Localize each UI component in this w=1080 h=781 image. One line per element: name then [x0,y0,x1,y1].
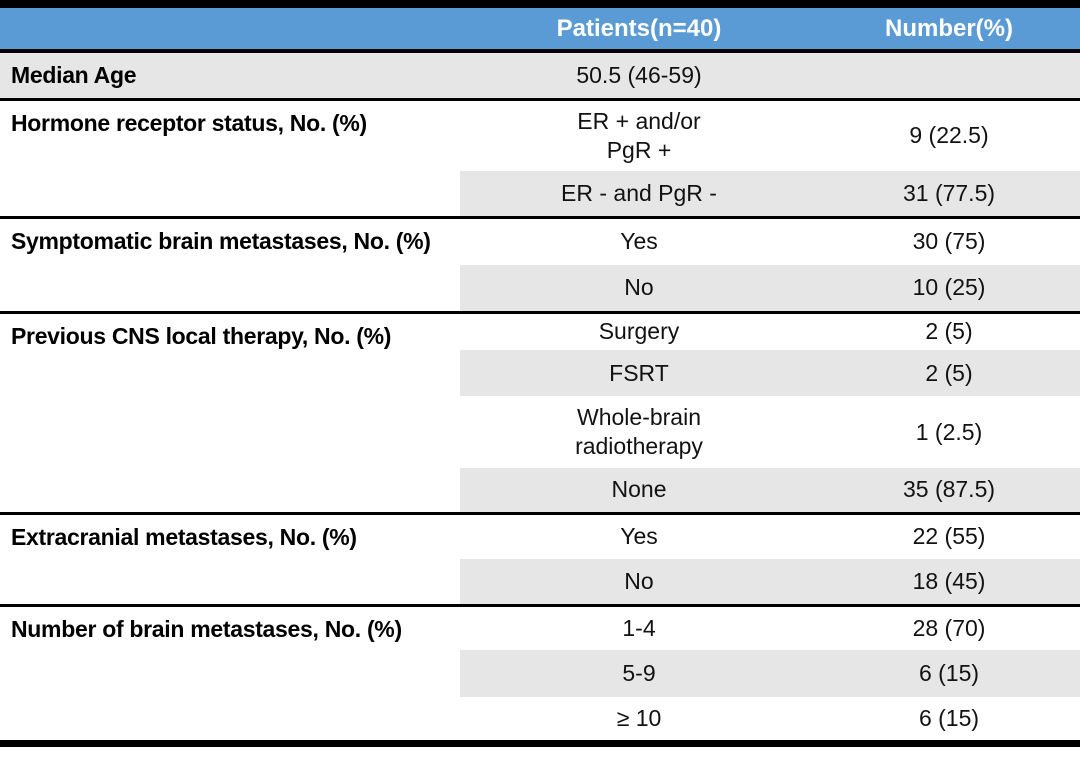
number-cell: 10 (25) [818,265,1080,312]
row-label: Median Age [0,49,460,99]
number-cell: 28 (70) [818,603,1080,650]
number-cell: 30 (75) [818,215,1080,265]
table-row: No 10 (25) [0,265,1080,312]
table-row: Median Age 50.5 (46-59) [0,49,1080,99]
number-cell: 35 (87.5) [818,468,1080,513]
header-number-cell: Number(%) [818,4,1080,53]
number-cell: 6 (15) [818,650,1080,697]
number-cell: 2 (5) [818,310,1080,350]
row-label: Hormone receptor status, No. (%) [0,97,460,217]
row-label: Number of brain metastases, No. (%) [0,603,460,743]
value-cell: Surgery [460,310,818,350]
table-row: Symptomatic brain metastases, No. (%) Yes… [0,215,1080,312]
table-row: Number of brain metastases, No. (%) 1-4 28… [0,603,1080,743]
header-blank-cell [0,4,460,53]
table-row: Previous CNS local therapy, No. (%) Surge… [0,310,1080,513]
value-cell: Yes [460,511,818,559]
value-cell: ER + and/or PgR + [460,97,818,171]
table-row: No 18 (45) [0,559,1080,605]
value-cell: ≥ 10 [460,697,818,743]
value-cell: ER - and PgR - [460,171,818,217]
row-label: Symptomatic brain metastases, No. (%) [0,215,460,312]
number-cell: 1 (2.5) [818,396,1080,468]
value-cell: FSRT [460,350,818,396]
table-row: ≥ 10 6 (15) [0,697,1080,743]
number-cell: 18 (45) [818,559,1080,605]
number-cell: 22 (55) [818,511,1080,559]
number-cell: 2 (5) [818,350,1080,396]
number-cell: 6 (15) [818,697,1080,743]
table-header: Patients(n=40) Number(%) [0,4,1080,53]
value-cell: No [460,265,818,312]
value-cell: None [460,468,818,513]
number-cell: 31 (77.5) [818,171,1080,217]
row-label: Previous CNS local therapy, No. (%) [0,310,460,513]
value-cell: 1-4 [460,603,818,650]
table-row: Extracranial metastases, No. (%) Yes 22 (5… [0,511,1080,605]
table-row: Whole-brain radiotherapy 1 (2.5) [0,396,1080,468]
header-patients-cell: Patients(n=40) [460,4,818,53]
value-cell: 5-9 [460,650,818,697]
header-row: Patients(n=40) Number(%) [0,4,1080,53]
number-cell [818,49,1080,99]
number-cell: 9 (22.5) [818,97,1080,171]
row-label: Extracranial metastases, No. (%) [0,511,460,605]
value-cell: Whole-brain radiotherapy [460,396,818,468]
table-row: ER - and PgR -31 (77.5) [0,171,1080,217]
patient-characteristics-table: Patients(n=40) Number(%) Median Age 50.5 … [0,0,1080,747]
table-row: FSRT 2 (5) [0,350,1080,396]
table-row: None 35 (87.5) [0,468,1080,513]
value-cell: Yes [460,215,818,265]
value-cell: No [460,559,818,605]
table-body: Median Age 50.5 (46-59) Hormone receptor s… [0,49,1080,743]
table-row: 5-9 6 (15) [0,650,1080,697]
table-row: Hormone receptor status, No. (%) ER + and… [0,97,1080,217]
value-cell: 50.5 (46-59) [460,49,818,99]
